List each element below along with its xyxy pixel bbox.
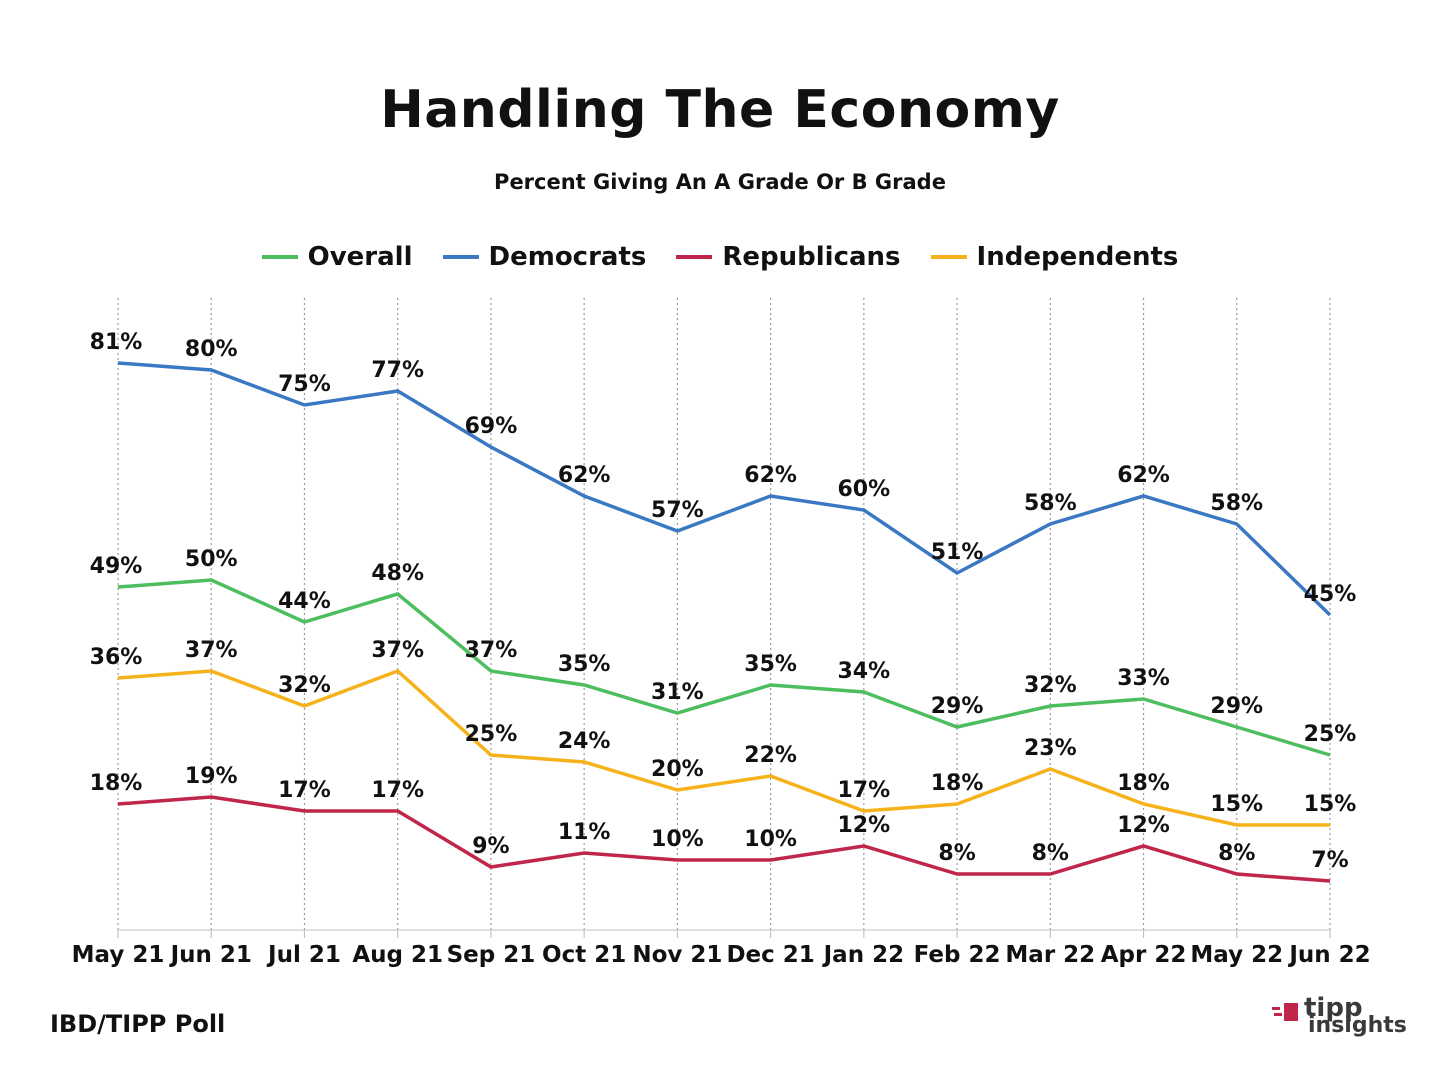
x-tick-label-12: May 22 <box>1190 942 1283 968</box>
data-label-republicans-6: 10% <box>651 827 704 852</box>
data-label-independents-4: 25% <box>465 722 518 747</box>
data-label-republicans-11: 12% <box>1117 813 1170 838</box>
data-label-republicans-1: 19% <box>185 764 238 789</box>
data-label-democrats-5: 62% <box>558 463 611 488</box>
data-label-democrats-12: 58% <box>1210 491 1263 516</box>
data-label-republicans-2: 17% <box>278 778 331 803</box>
data-label-independents-13: 15% <box>1304 792 1357 817</box>
x-tick-label-0: May 21 <box>72 942 165 968</box>
data-label-democrats-11: 62% <box>1117 463 1170 488</box>
legend-item-overall: Overall <box>261 242 413 272</box>
data-label-overall-10: 32% <box>1024 673 1077 698</box>
x-tick-label-10: Mar 22 <box>1005 942 1095 968</box>
data-label-republicans-7: 10% <box>744 827 797 852</box>
x-tick-label-11: Apr 22 <box>1101 942 1187 968</box>
x-tick-label-4: Sep 21 <box>447 942 536 968</box>
data-label-overall-1: 50% <box>185 547 238 572</box>
data-label-overall-12: 29% <box>1210 694 1263 719</box>
legend-label-republicans: Republicans <box>722 242 901 272</box>
data-label-democrats-2: 75% <box>278 372 331 397</box>
x-tick-label-1: Jun 21 <box>169 942 252 968</box>
data-label-overall-9: 29% <box>931 694 984 719</box>
data-label-independents-10: 23% <box>1024 736 1077 761</box>
data-label-republicans-4: 9% <box>472 834 509 859</box>
chart-legend: Overall Democrats Republicans Independen… <box>0 242 1440 272</box>
legend-item-independents: Independents <box>930 242 1179 272</box>
data-label-independents-2: 32% <box>278 673 331 698</box>
data-label-democrats-0: 81% <box>90 330 143 355</box>
data-label-independents-7: 22% <box>744 743 797 768</box>
x-axis: May 21 Jun 21 Jul 21 Aug 21 Sep 21 Oct 21 Nov … <box>72 929 1371 968</box>
data-label-layer: 49% 50% 44% 48% 37% 35% 31% 35% 34% 29% 32% 33% 29% 2… <box>90 330 1357 873</box>
x-tick-label-5: Oct 21 <box>542 942 626 968</box>
legend-swatch-republicans <box>676 255 713 259</box>
data-label-overall-0: 49% <box>90 554 143 579</box>
data-label-independents-12: 15% <box>1210 792 1263 817</box>
data-label-democrats-1: 80% <box>185 337 238 362</box>
chart-subtitle: Percent Giving An A Grade Or B Grade <box>494 170 946 194</box>
data-label-republicans-13: 7% <box>1311 848 1348 873</box>
source-note: IBD/TIPP Poll <box>50 1010 226 1038</box>
legend-label-democrats: Democrats <box>488 242 647 272</box>
grid-layer <box>117 298 1331 930</box>
data-label-democrats-7: 62% <box>744 463 797 488</box>
data-label-republicans-3: 17% <box>371 778 424 803</box>
data-label-overall-5: 35% <box>558 652 611 677</box>
legend-label-independents: Independents <box>976 242 1179 272</box>
series-line-democrats <box>117 361 1332 617</box>
data-label-republicans-8: 12% <box>838 813 891 838</box>
data-label-independents-9: 18% <box>931 771 984 796</box>
legend-swatch-democrats <box>442 255 479 259</box>
chart-title: Handling The Economy <box>380 80 1060 140</box>
data-label-overall-6: 31% <box>651 680 704 705</box>
data-label-independents-3: 37% <box>371 638 424 663</box>
logo-text-insights: insights <box>1308 1013 1407 1038</box>
legend-item-democrats: Democrats <box>442 242 647 272</box>
data-label-independents-0: 36% <box>90 645 143 670</box>
logo-flag-icon <box>1272 1003 1298 1021</box>
legend-swatch-overall <box>261 255 298 259</box>
series-line-republicans <box>117 795 1331 883</box>
data-label-overall-7: 35% <box>744 652 797 677</box>
series-line-overall <box>117 578 1331 757</box>
data-label-democrats-8: 60% <box>838 477 891 502</box>
x-tick-label-3: Aug 21 <box>352 942 443 968</box>
data-label-democrats-6: 57% <box>651 498 704 523</box>
data-label-republicans-9: 8% <box>938 841 975 866</box>
legend-item-republicans: Republicans <box>676 242 901 272</box>
series-layer <box>117 361 1332 883</box>
x-tick-label-7: Dec 21 <box>726 942 814 968</box>
data-label-republicans-12: 8% <box>1218 841 1255 866</box>
data-label-democrats-13: 45% <box>1304 582 1357 607</box>
logo-text-tipp: tipp <box>1304 993 1363 1023</box>
data-label-republicans-10: 8% <box>1032 841 1069 866</box>
x-tick-label-9: Feb 22 <box>914 942 1001 968</box>
legend-swatch-independents <box>930 255 967 259</box>
data-label-overall-4: 37% <box>465 638 518 663</box>
data-label-democrats-4: 69% <box>465 414 518 439</box>
data-label-overall-11: 33% <box>1117 666 1170 691</box>
data-label-independents-11: 18% <box>1117 771 1170 796</box>
x-tick-label-6: Nov 21 <box>632 942 722 968</box>
data-label-democrats-9: 51% <box>931 540 984 565</box>
data-label-republicans-0: 18% <box>90 771 143 796</box>
x-tick-label-8: Jan 22 <box>822 942 904 968</box>
data-label-overall-3: 48% <box>371 561 424 586</box>
series-line-independents <box>117 668 1330 827</box>
x-tick-label-2: Jul 21 <box>266 942 341 968</box>
data-label-independents-6: 20% <box>651 757 704 782</box>
data-label-independents-1: 37% <box>185 638 238 663</box>
x-tick-label-13: Jun 22 <box>1287 942 1370 968</box>
data-label-overall-13: 25% <box>1304 722 1357 747</box>
legend-label-overall: Overall <box>307 242 413 272</box>
tipp-insights-logo: tipp insights <box>1270 993 1410 1045</box>
data-label-republicans-5: 11% <box>558 820 611 845</box>
data-label-independents-5: 24% <box>558 729 611 754</box>
data-label-democrats-3: 77% <box>371 358 424 383</box>
data-label-independents-8: 17% <box>838 778 891 803</box>
data-label-democrats-10: 58% <box>1024 491 1077 516</box>
data-label-overall-8: 34% <box>838 659 891 684</box>
data-label-overall-2: 44% <box>278 589 331 614</box>
